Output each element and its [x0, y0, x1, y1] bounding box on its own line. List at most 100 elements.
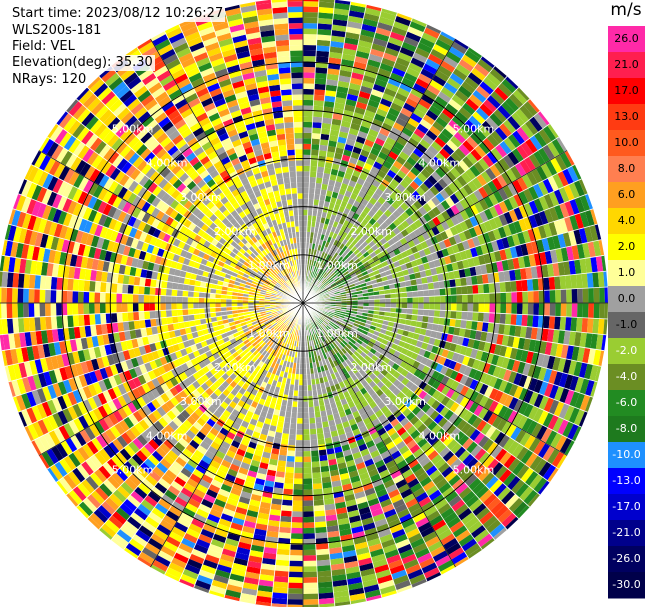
- gate: [215, 146, 226, 156]
- gate: [164, 489, 178, 501]
- gate: [454, 223, 464, 234]
- gate: [334, 268, 340, 274]
- gate: [255, 372, 262, 380]
- gate: [260, 258, 267, 265]
- gate: [102, 203, 113, 216]
- gate: [285, 221, 291, 228]
- gate: [31, 184, 43, 201]
- gate: [280, 194, 287, 201]
- gate: [199, 155, 211, 166]
- gate: [202, 270, 209, 278]
- gate: [415, 103, 429, 115]
- gate: [167, 251, 175, 261]
- gate: [267, 275, 274, 281]
- gate: [343, 172, 353, 180]
- gate: [231, 175, 241, 185]
- gate: [160, 392, 170, 403]
- gate: [223, 142, 234, 152]
- gate: [132, 303, 139, 312]
- gate: [88, 303, 95, 315]
- gate: [466, 285, 473, 295]
- gate: [82, 244, 91, 258]
- gate: [316, 39, 331, 47]
- gate: [243, 338, 250, 345]
- gate: [236, 149, 246, 158]
- gate: [59, 340, 67, 355]
- gate: [448, 46, 465, 59]
- gate: [257, 360, 265, 368]
- gate: [143, 294, 150, 303]
- gate: [203, 160, 214, 170]
- gate: [171, 309, 178, 317]
- gate: [243, 480, 255, 489]
- gate: [257, 182, 266, 191]
- gate: [502, 224, 512, 237]
- gate: [204, 518, 219, 529]
- gate: [319, 194, 326, 201]
- gate: [260, 170, 269, 178]
- gate: [78, 218, 88, 232]
- gate: [490, 90, 505, 105]
- gate: [273, 344, 279, 351]
- gate: [523, 255, 531, 268]
- gate: [120, 481, 134, 495]
- gate: [290, 182, 297, 189]
- gate: [174, 168, 186, 179]
- gate: [160, 303, 166, 311]
- gate: [270, 250, 276, 257]
- gate: [366, 59, 381, 68]
- gate: [299, 363, 303, 369]
- gate: [152, 228, 162, 239]
- gate: [188, 338, 196, 347]
- gate: [115, 141, 128, 155]
- gate: [187, 497, 201, 509]
- gate: [294, 132, 303, 139]
- gate: [214, 569, 231, 579]
- gate: [260, 102, 273, 110]
- gate: [369, 251, 377, 259]
- gate: [77, 204, 88, 219]
- gate: [111, 537, 126, 550]
- gate: [272, 592, 288, 600]
- gate: [178, 423, 190, 434]
- gate: [138, 294, 144, 303]
- gate: [239, 247, 246, 255]
- gate: [264, 364, 271, 372]
- gate: [72, 303, 79, 316]
- gate: [108, 180, 119, 194]
- gate: [246, 278, 253, 284]
- gate: [237, 299, 243, 303]
- gate: [327, 184, 335, 192]
- gate: [330, 244, 336, 251]
- gate: [303, 187, 309, 194]
- gate: [220, 307, 227, 312]
- gate: [490, 130, 504, 145]
- gate: [455, 212, 465, 224]
- gate: [294, 138, 303, 144]
- gate: [331, 273, 338, 279]
- gate: [202, 196, 212, 206]
- gate: [50, 303, 57, 317]
- gate: [542, 125, 557, 142]
- gate: [249, 98, 261, 107]
- gate: [35, 260, 43, 276]
- gate: [137, 374, 147, 386]
- gate: [92, 211, 103, 225]
- gate: [416, 284, 424, 291]
- gate: [102, 190, 113, 204]
- gate: [56, 354, 65, 369]
- gate: [29, 230, 38, 246]
- gate: [322, 271, 328, 278]
- gate: [79, 429, 92, 444]
- gate: [66, 98, 79, 113]
- gate: [303, 23, 318, 29]
- gate: [127, 215, 137, 228]
- gate: [213, 574, 230, 585]
- gate: [191, 548, 207, 560]
- gate: [281, 245, 286, 252]
- gate: [68, 452, 81, 468]
- gate: [172, 416, 183, 428]
- gate: [278, 387, 285, 395]
- gate: [400, 202, 410, 212]
- gate: [253, 69, 267, 78]
